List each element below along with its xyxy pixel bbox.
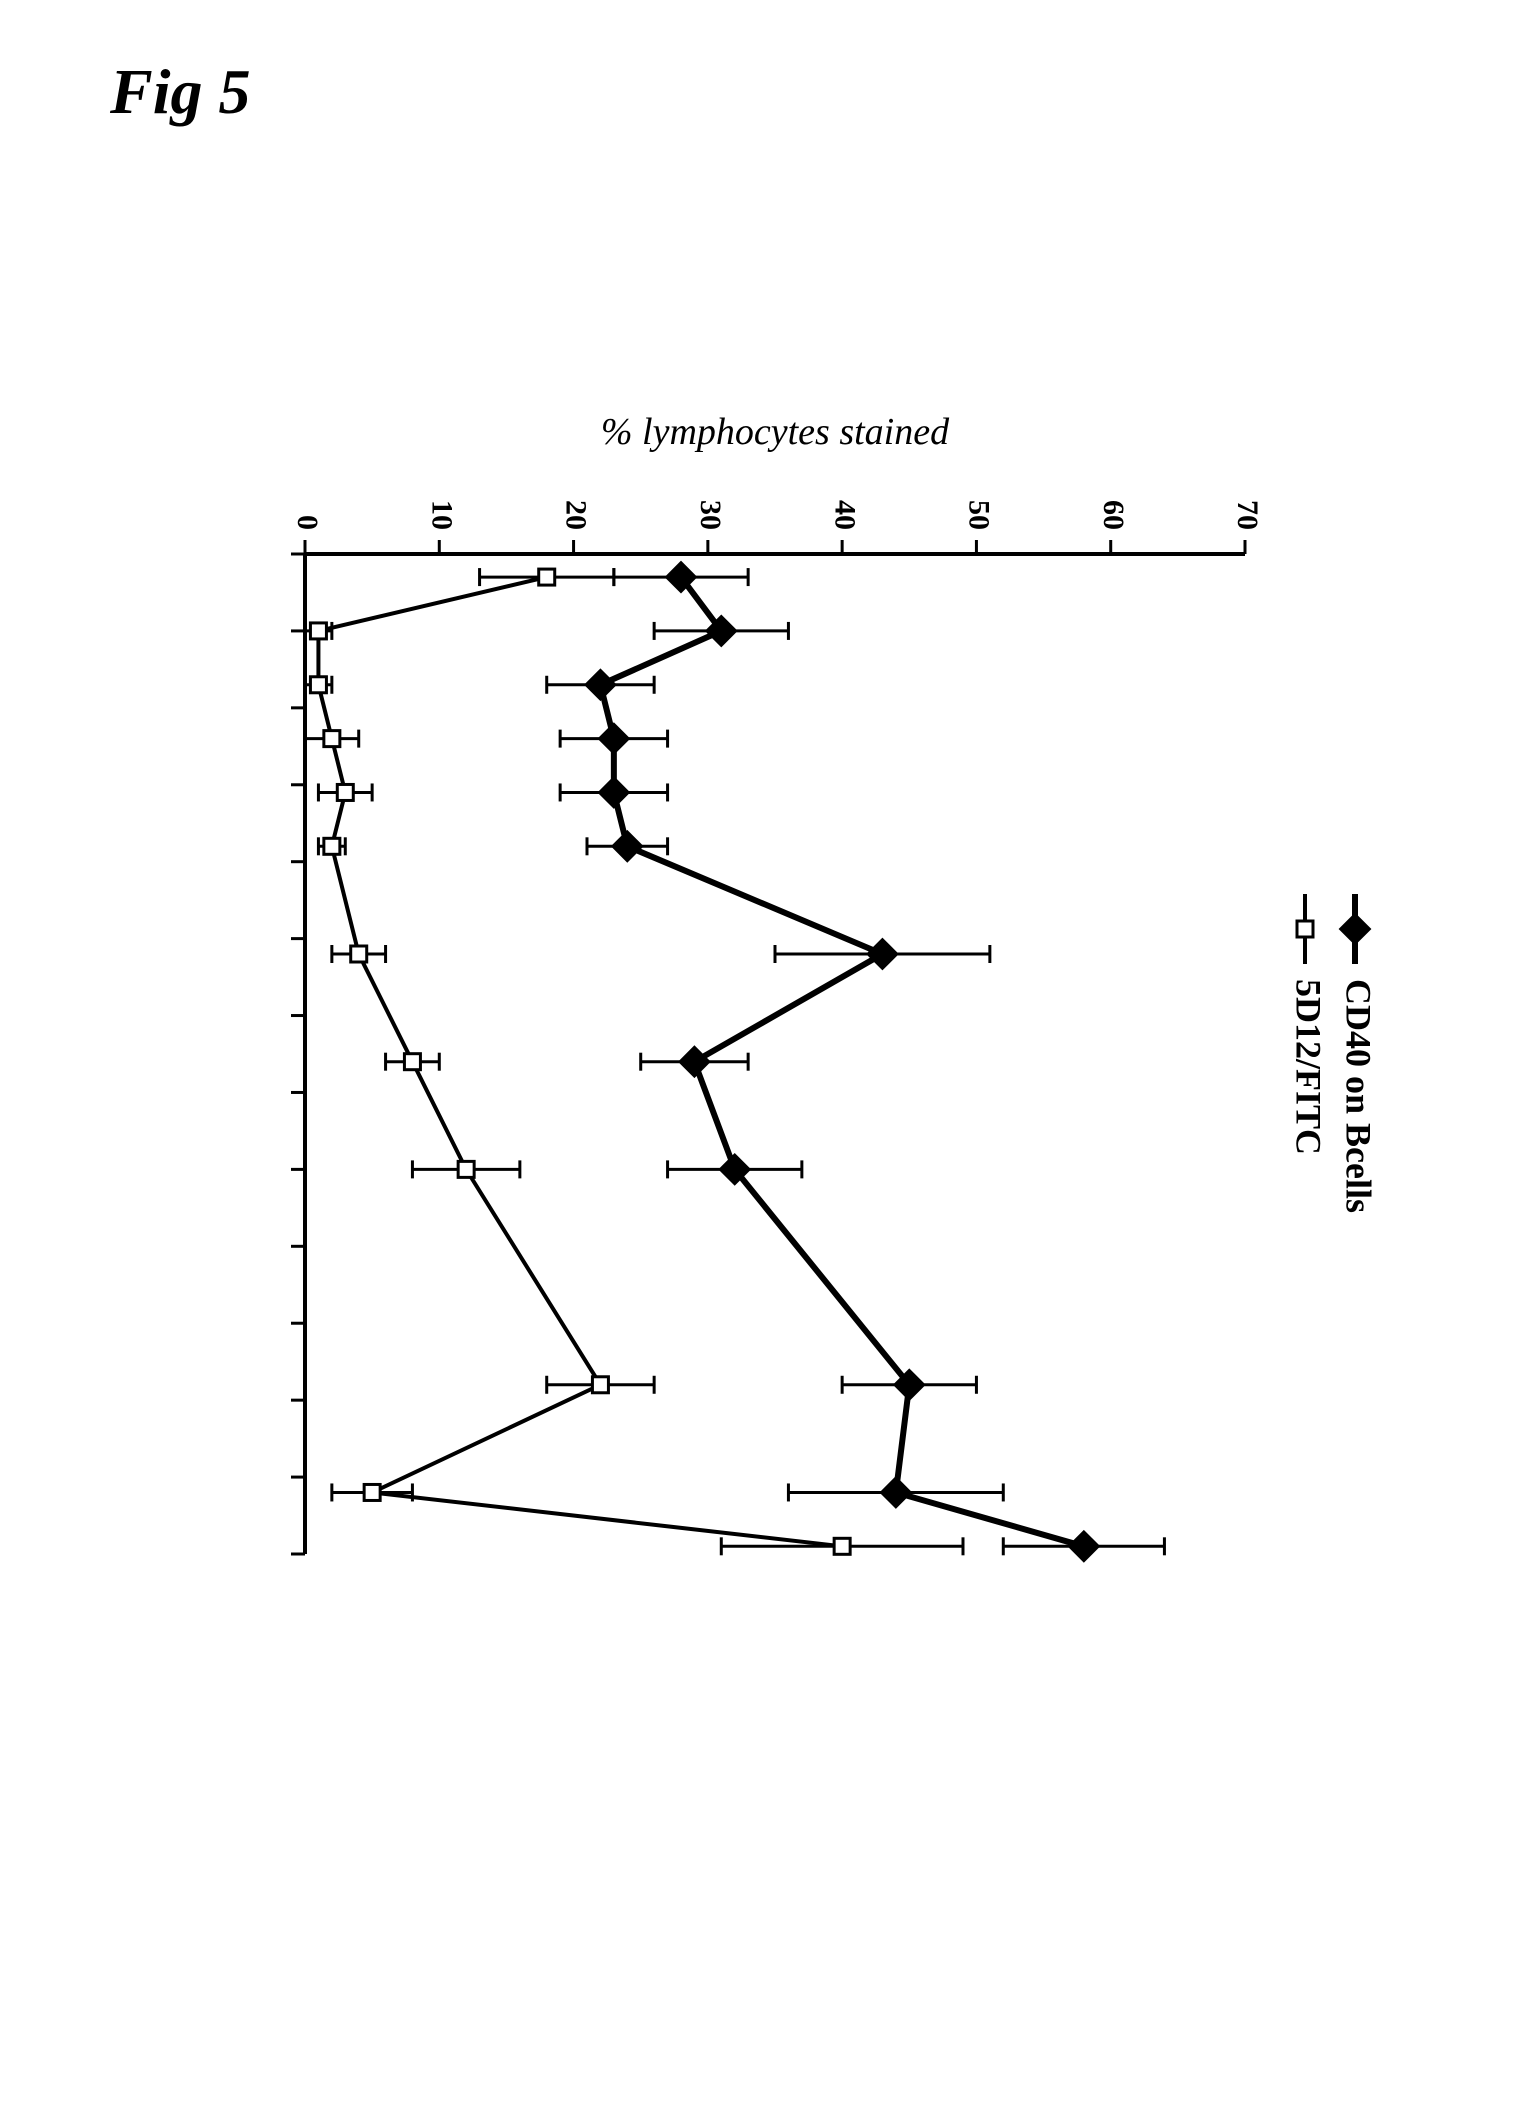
x-tick-label: 30 [285, 847, 287, 877]
x-tick-label: 0 [285, 623, 287, 638]
legend-label: CD40 on Bcells [1339, 979, 1379, 1213]
x-tick-label: 20 [285, 770, 287, 800]
figure-title: Fig 5 [110, 55, 250, 129]
legend-label: 5D12/FITC [1289, 979, 1329, 1155]
y-tick-label: 10 [425, 500, 458, 530]
x-tick-label: 110 [285, 1455, 287, 1498]
y-tick-label: 20 [560, 500, 593, 530]
x-tick-label: 10 [285, 693, 287, 723]
x-tick-label: 50 [285, 1001, 287, 1031]
y-axis-label: % lymphocytes stained [601, 411, 950, 453]
x-tick-label: 60 [285, 1077, 287, 1107]
series-cd40 [547, 562, 1165, 1561]
legend: CD40 on Bcells5D12/FITC [1289, 894, 1379, 1213]
y-tick-label: 50 [963, 500, 996, 530]
y-tick-label: 70 [1231, 500, 1264, 530]
x-tick-label: -10 [285, 534, 287, 574]
x-tick-label: 100 [285, 1378, 287, 1423]
y-tick-label: 40 [828, 500, 861, 530]
y-tick-label: 60 [1097, 500, 1130, 530]
x-tick-label: 80 [285, 1231, 287, 1261]
x-tick-label: 70 [285, 1154, 287, 1184]
y-tick-label: 0 [291, 515, 324, 530]
series-sd12 [305, 568, 963, 1555]
x-tick-label: 90 [285, 1308, 287, 1338]
x-tick-label: 40 [285, 924, 287, 954]
x-tick-label: 120 [285, 1532, 287, 1577]
y-tick-label: 30 [694, 500, 727, 530]
chart: 0 10 20 30 40 50 60 70 -10 0 10 20 30 40 50 60 70 80 90 100… [285, 219, 1530, 1819]
